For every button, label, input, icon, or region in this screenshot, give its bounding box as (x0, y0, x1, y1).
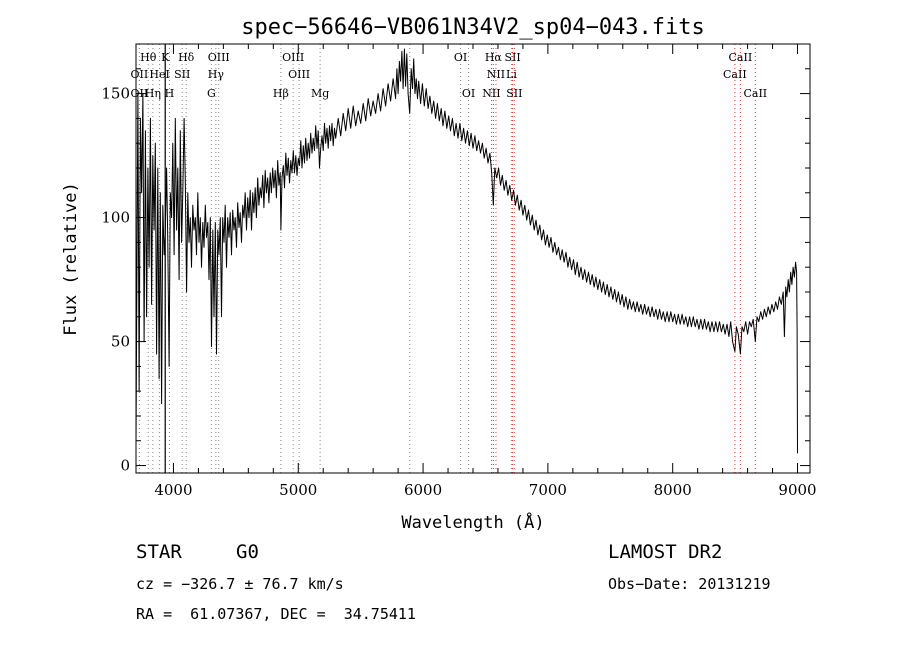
spectral-line-label: Hθ (140, 51, 157, 64)
spectral-line-label: CaII (729, 51, 753, 64)
survey-name: LAMOST DR2 (608, 541, 723, 563)
chart-title: spec−56646−VB061N34V2_sp04−043.fits (241, 15, 705, 40)
spectrum-line (135, 48, 798, 454)
spectral-line-label: G (207, 87, 216, 100)
spectral-line-label: Hδ (178, 51, 195, 64)
spectral-line-label: H (165, 87, 175, 100)
x-axis-label: Wavelength (Å) (401, 511, 544, 533)
spectral-line-label: Hγ (208, 68, 225, 81)
spectral-line-label: SII (174, 68, 190, 81)
spectral-line-label: OIII (288, 68, 310, 81)
spectral-line-label: K (161, 51, 170, 64)
coordinates: RA = 61.07367, DEC = 34.75411 (136, 605, 416, 623)
spectral-line-label: OIII (208, 51, 230, 64)
spectral-line-label: NII (487, 68, 505, 81)
x-tick-label: 9000 (778, 481, 816, 499)
subclass: G0 (236, 541, 259, 563)
y-tick-label: 100 (101, 209, 130, 227)
spectral-line-label: NII (482, 87, 500, 100)
spectral-line-label: SII (506, 87, 522, 100)
spectral-line-label: Hα (485, 51, 503, 64)
spectral-line-label: Hη (145, 87, 161, 100)
spectral-line-label: Li (506, 68, 517, 81)
spectral-line-label: OII (131, 68, 149, 81)
spectrum-layer (135, 48, 798, 454)
object-class: STAR (136, 541, 182, 563)
spectral-line-label: HeI (149, 68, 169, 81)
y-tick-label: 150 (101, 85, 130, 103)
x-tick-label: 4000 (154, 481, 192, 499)
x-tick-label: 6000 (404, 481, 442, 499)
spectral-line-label: SII (504, 51, 520, 64)
spectral-line-markers (138, 44, 756, 473)
y-axis-label: Flux (relative) (61, 182, 81, 336)
spectral-line-label: OI (454, 51, 467, 64)
x-tick-label: 5000 (279, 481, 317, 499)
observation-date: Obs−Date: 20131219 (608, 575, 771, 593)
spectral-line-label: OII (131, 87, 149, 100)
spectral-line-label: OI (462, 87, 475, 100)
spectral-line-label: OIII (282, 51, 304, 64)
redshift-cz: cz = −326.7 ± 76.7 km/s (136, 575, 344, 593)
x-tick-label: 8000 (654, 481, 692, 499)
spectral-line-label: CaII (743, 87, 767, 100)
y-tick-label: 0 (120, 457, 130, 475)
spectral-line-label: Hβ (273, 87, 289, 100)
axes-layer: 4000 5000 6000 7000 8000 9000 0 50 100 150 (101, 43, 817, 499)
plot-frame (135, 43, 811, 474)
spectral-line-label: CaII (723, 68, 747, 81)
x-tick-label: 7000 (529, 481, 567, 499)
spectral-line-label: Mg (311, 87, 329, 100)
y-tick-label: 50 (111, 333, 130, 351)
